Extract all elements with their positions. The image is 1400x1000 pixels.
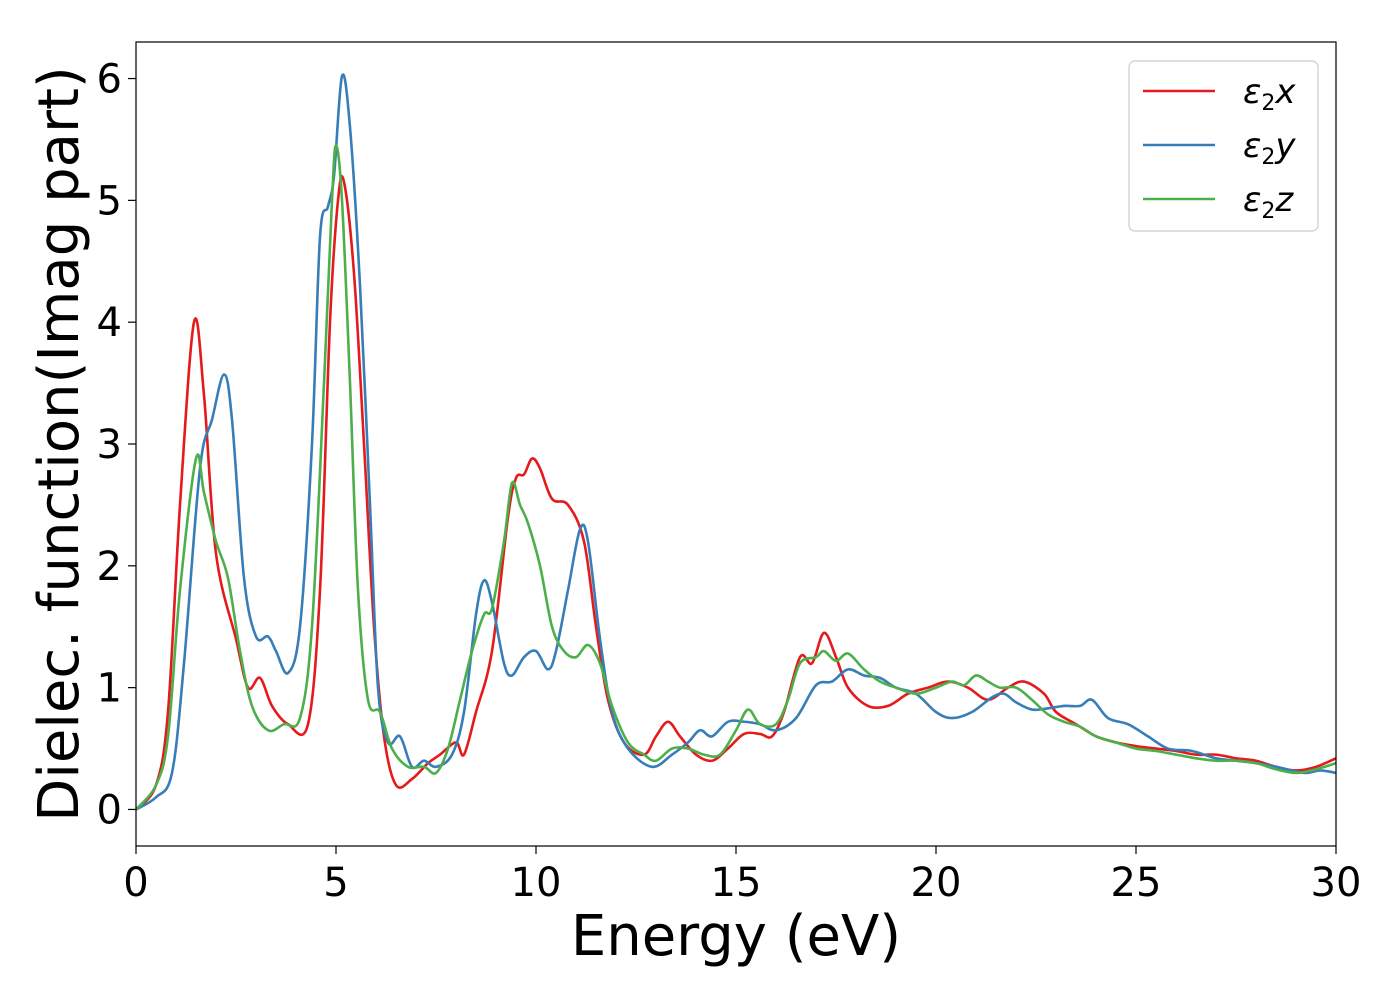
legend-box <box>1128 60 1319 232</box>
series-line-x <box>136 175 1336 811</box>
legend-subscript: 2 <box>1261 91 1275 116</box>
x-tick-label: 30 <box>1311 860 1362 906</box>
legend-symbol: ε <box>1243 180 1261 220</box>
series-line-z <box>136 144 1336 811</box>
legend-label-z: ε2z <box>1243 180 1294 224</box>
series-line-y <box>136 73 1336 811</box>
x-tick-label: 15 <box>711 860 762 906</box>
legend-component: y <box>1274 126 1296 166</box>
y-tick-label: 6 <box>97 57 122 103</box>
y-tick-label: 3 <box>97 422 122 468</box>
x-tick-label: 0 <box>123 860 148 906</box>
y-axis-label: Dielec. function(Imag part) <box>27 66 92 822</box>
x-tick-label: 5 <box>323 860 348 906</box>
y-tick-label: 2 <box>97 544 122 590</box>
y-tick-label: 4 <box>97 300 122 346</box>
x-axis-label: Energy (eV) <box>571 904 901 969</box>
y-tick-label: 5 <box>97 178 122 224</box>
x-axis: 0 5 10 15 20 25 30 <box>123 846 1361 906</box>
y-tick-label: 1 <box>97 666 122 712</box>
series-layer <box>136 73 1336 811</box>
legend-label-x: ε2x <box>1243 72 1296 116</box>
x-tick-label: 25 <box>1111 860 1162 906</box>
legend-component: x <box>1274 72 1296 112</box>
legend-symbol: ε <box>1243 126 1261 166</box>
y-tick-label: 0 <box>97 787 122 833</box>
legend-subscript: 2 <box>1261 199 1275 224</box>
legend-symbol: ε <box>1243 72 1261 112</box>
y-axis: 0 1 2 3 4 5 6 <box>97 57 136 833</box>
legend-subscript: 2 <box>1261 145 1275 170</box>
legend-component: z <box>1274 180 1294 220</box>
x-tick-label: 10 <box>511 860 562 906</box>
legend-label-y: ε2y <box>1243 126 1296 170</box>
x-tick-label: 20 <box>911 860 962 906</box>
